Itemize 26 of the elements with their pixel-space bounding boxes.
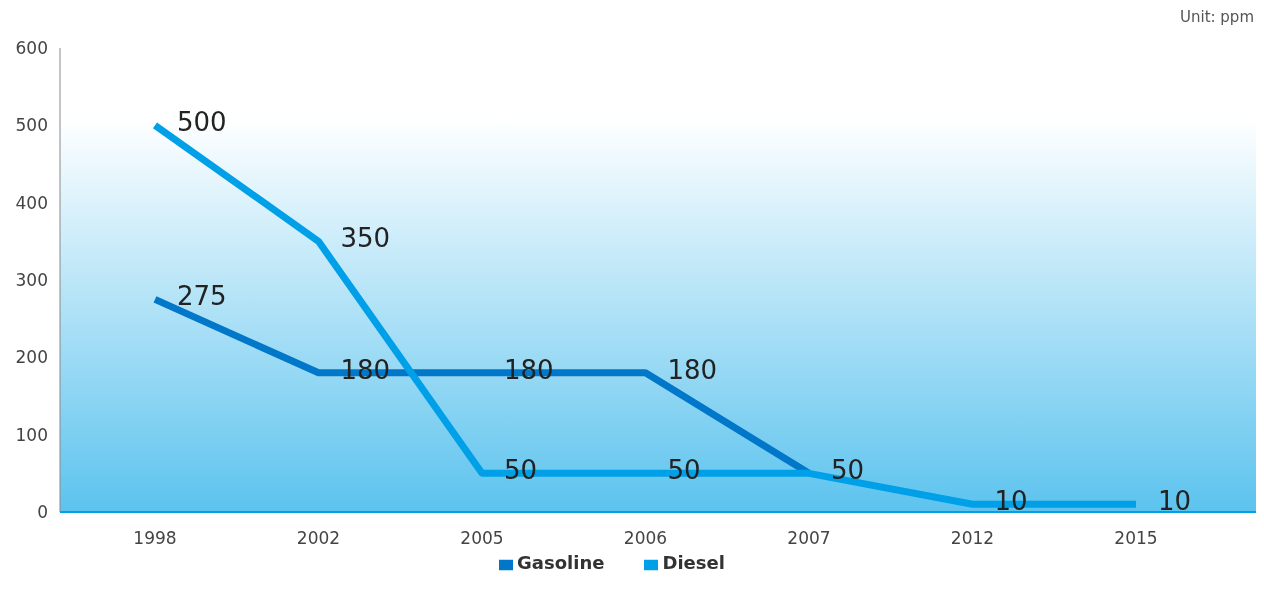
data-label: 50 xyxy=(504,455,538,486)
y-tick-label: 400 xyxy=(15,192,48,213)
y-tick-label: 0 xyxy=(37,502,48,523)
data-label: 10 xyxy=(1158,486,1192,517)
data-label: 50 xyxy=(831,455,865,486)
y-tick-label: 300 xyxy=(15,270,48,291)
x-tick-label: 2006 xyxy=(623,528,668,549)
data-label: 180 xyxy=(667,354,718,385)
x-tick-label: 2005 xyxy=(460,528,504,549)
data-label: 50 xyxy=(667,455,701,486)
text: Unit: ppm xyxy=(1179,8,1254,26)
x-tick-label: 2007 xyxy=(787,528,831,549)
legend-label: Gasoline xyxy=(517,552,605,573)
data-label: 275 xyxy=(177,281,227,312)
y-tick-label: 600 xyxy=(15,38,48,59)
data-label: 500 xyxy=(177,107,227,138)
x-tick-label: 2015 xyxy=(1114,528,1158,549)
legend-label: Diesel xyxy=(662,552,725,573)
x-tick-label: 2002 xyxy=(296,528,341,549)
y-tick-label: 100 xyxy=(15,424,48,445)
y-tick-label: 500 xyxy=(15,115,48,136)
y-tick-label: 200 xyxy=(15,347,48,368)
x-tick-label: 1998 xyxy=(133,528,177,549)
data-label: 350 xyxy=(340,223,391,254)
x-tick-label: 2012 xyxy=(950,528,995,549)
data-label: 10 xyxy=(994,486,1028,517)
